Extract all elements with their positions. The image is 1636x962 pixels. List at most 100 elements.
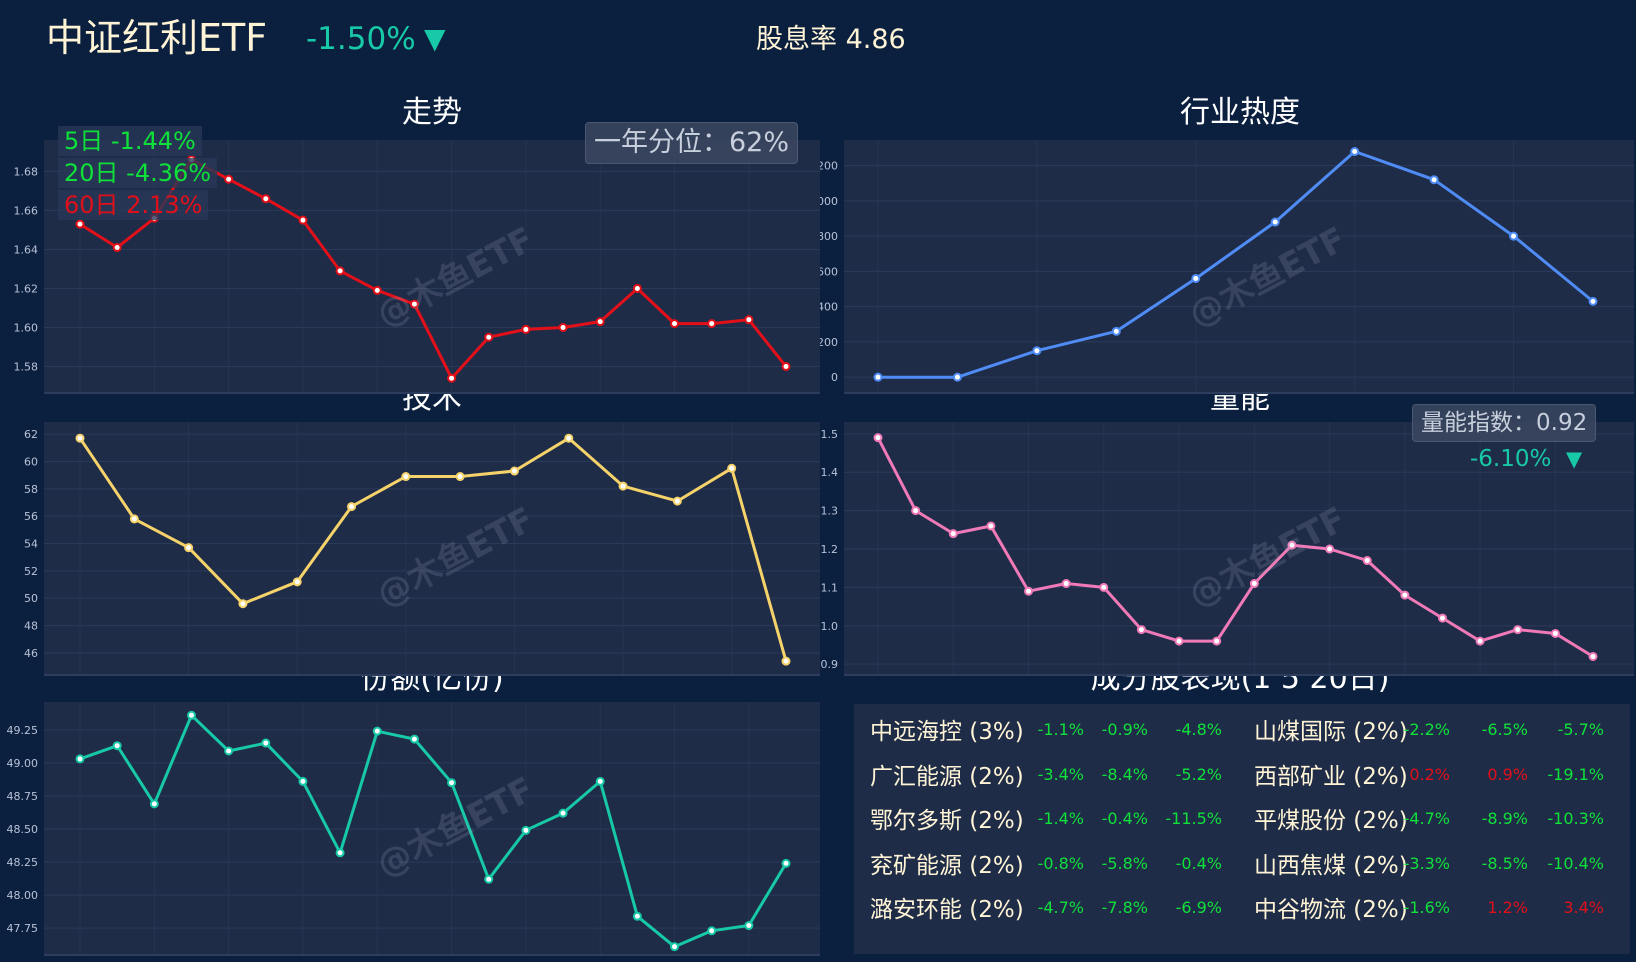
data-point [112, 741, 122, 751]
y-tick-label: 47.75 [7, 922, 39, 935]
stock-return: -0.8% [1037, 853, 1084, 873]
data-point [335, 848, 345, 858]
y-tick-label: 1.68 [14, 165, 39, 178]
data-point [1588, 296, 1598, 306]
data-point [707, 319, 717, 329]
data-point [558, 808, 568, 818]
data-point [595, 317, 605, 327]
volume-change: -6.10% [1470, 446, 1552, 472]
return-20d: 20日 -4.36% [58, 158, 218, 188]
y-tick-label: 0 [831, 371, 838, 384]
data-point [224, 174, 234, 184]
stock-row: 平煤股份 (2%) -4.7% -8.9% -10.3% [854, 799, 1630, 844]
stock-return: 3.4% [1563, 898, 1604, 917]
y-tick-label: 1.5 [821, 428, 839, 441]
data-point [261, 194, 271, 204]
data-point [1174, 636, 1184, 646]
fund-title: 中证红利ETF [46, 16, 268, 60]
y-tick-label: 1.4 [821, 466, 839, 479]
data-point [632, 911, 642, 921]
year-percentile: 一年分位：62% [585, 122, 799, 164]
y-tick-label: 1.60 [14, 321, 39, 334]
volume-index: 量能指数：0.92 [1412, 404, 1597, 442]
stock-return: -5.2% [1175, 764, 1222, 784]
stock-name: 中远海控 (3%) [870, 719, 1024, 745]
stock-row: 中谷物流 (2%) -1.6% 1.2% 3.4% [854, 888, 1630, 933]
data-point [484, 874, 494, 884]
data-point [1191, 273, 1201, 283]
series-line [78, 436, 788, 662]
y-tick-label: 1.58 [14, 360, 39, 373]
stock-return: -3.3% [1403, 853, 1450, 873]
data-point [184, 543, 194, 553]
stock-row: 山煤国际 (2%) -2.2% -6.5% -5.7% [854, 710, 1630, 755]
industry-chart: 0 200 400 600 800 1000 1200 [820, 140, 1634, 394]
stock-return: -2.2% [1403, 720, 1450, 739]
data-point [455, 472, 465, 482]
data-point [986, 521, 996, 531]
y-tick-label: 60 [24, 455, 38, 468]
stock-return: -5.8% [1101, 853, 1148, 873]
stock-row: 中远海控 (3%) -1.1% -0.9% -4.8% [854, 710, 1630, 755]
volume-chart: 0.9 1.0 1.1 1.2 1.3 1.4 1.5 [821, 422, 1634, 676]
stock-return: -10.4% [1547, 853, 1604, 873]
y-tick-label: 200 [820, 336, 838, 349]
y-tick-label: 48.25 [7, 856, 39, 869]
data-point [298, 776, 308, 786]
data-point [521, 825, 531, 835]
y-tick-label: 1000 [820, 195, 838, 208]
stock-return: -1.6% [1403, 898, 1450, 917]
data-point [372, 285, 382, 295]
y-tick-label: 1.62 [14, 282, 39, 295]
industry-title: 行业热度 [1180, 95, 1300, 130]
stock-name: 西部矿业 (2%) [1254, 763, 1408, 790]
stock-return: -7.8% [1101, 898, 1148, 917]
y-tick-label: 52 [24, 565, 38, 578]
y-tick-label: 1200 [820, 160, 838, 173]
data-point [873, 372, 883, 382]
stock-name: 潞安环能 (2%) [870, 897, 1024, 923]
stock-return: -10.3% [1547, 809, 1604, 828]
data-point [224, 746, 234, 756]
data-point [1550, 628, 1560, 638]
y-tick-label: 49.00 [7, 757, 39, 770]
data-point [707, 926, 717, 936]
y-tick-label: 1.64 [14, 243, 39, 256]
data-point [1437, 613, 1447, 623]
y-tick-label: 58 [24, 483, 38, 496]
y-tick-label: 48.00 [7, 889, 39, 902]
data-point [149, 799, 159, 809]
data-point [744, 921, 754, 931]
stock-return: 1.2% [1487, 898, 1528, 917]
y-tick-label: 1.66 [14, 204, 39, 217]
data-point [1475, 636, 1485, 646]
data-point [952, 372, 962, 382]
data-point [1249, 579, 1259, 589]
data-point [781, 656, 791, 666]
data-point [401, 472, 411, 482]
data-point [75, 219, 85, 229]
data-point [447, 373, 457, 383]
data-point [1509, 231, 1519, 241]
stock-return: -0.9% [1101, 720, 1148, 739]
y-tick-label: 46 [24, 647, 38, 660]
stock-name: 兖矿能源 (2%) [870, 852, 1024, 879]
data-point [1032, 346, 1042, 356]
y-tick-label: 400 [820, 301, 838, 314]
stock-return: -8.4% [1101, 764, 1148, 784]
y-tick-label: 0.9 [821, 658, 839, 671]
series-line [79, 713, 788, 949]
data-point [744, 315, 754, 325]
shares-chart: 47.75 48.00 48.25 48.50 48.75 49.00 49.25 [7, 702, 820, 956]
stock-return: -19.1% [1547, 764, 1604, 784]
plot-area [844, 140, 1634, 394]
stock-row: 广汇能源 (2%) -3.4% -8.4% -5.2% [854, 755, 1630, 800]
data-point [409, 734, 419, 744]
y-tick-label: 48.50 [7, 823, 39, 836]
data-point [1400, 590, 1410, 600]
series-line [876, 437, 1594, 658]
data-point [521, 324, 531, 334]
data-point [781, 361, 791, 371]
fund-change: -1.50% [306, 21, 416, 57]
data-point [292, 577, 302, 587]
